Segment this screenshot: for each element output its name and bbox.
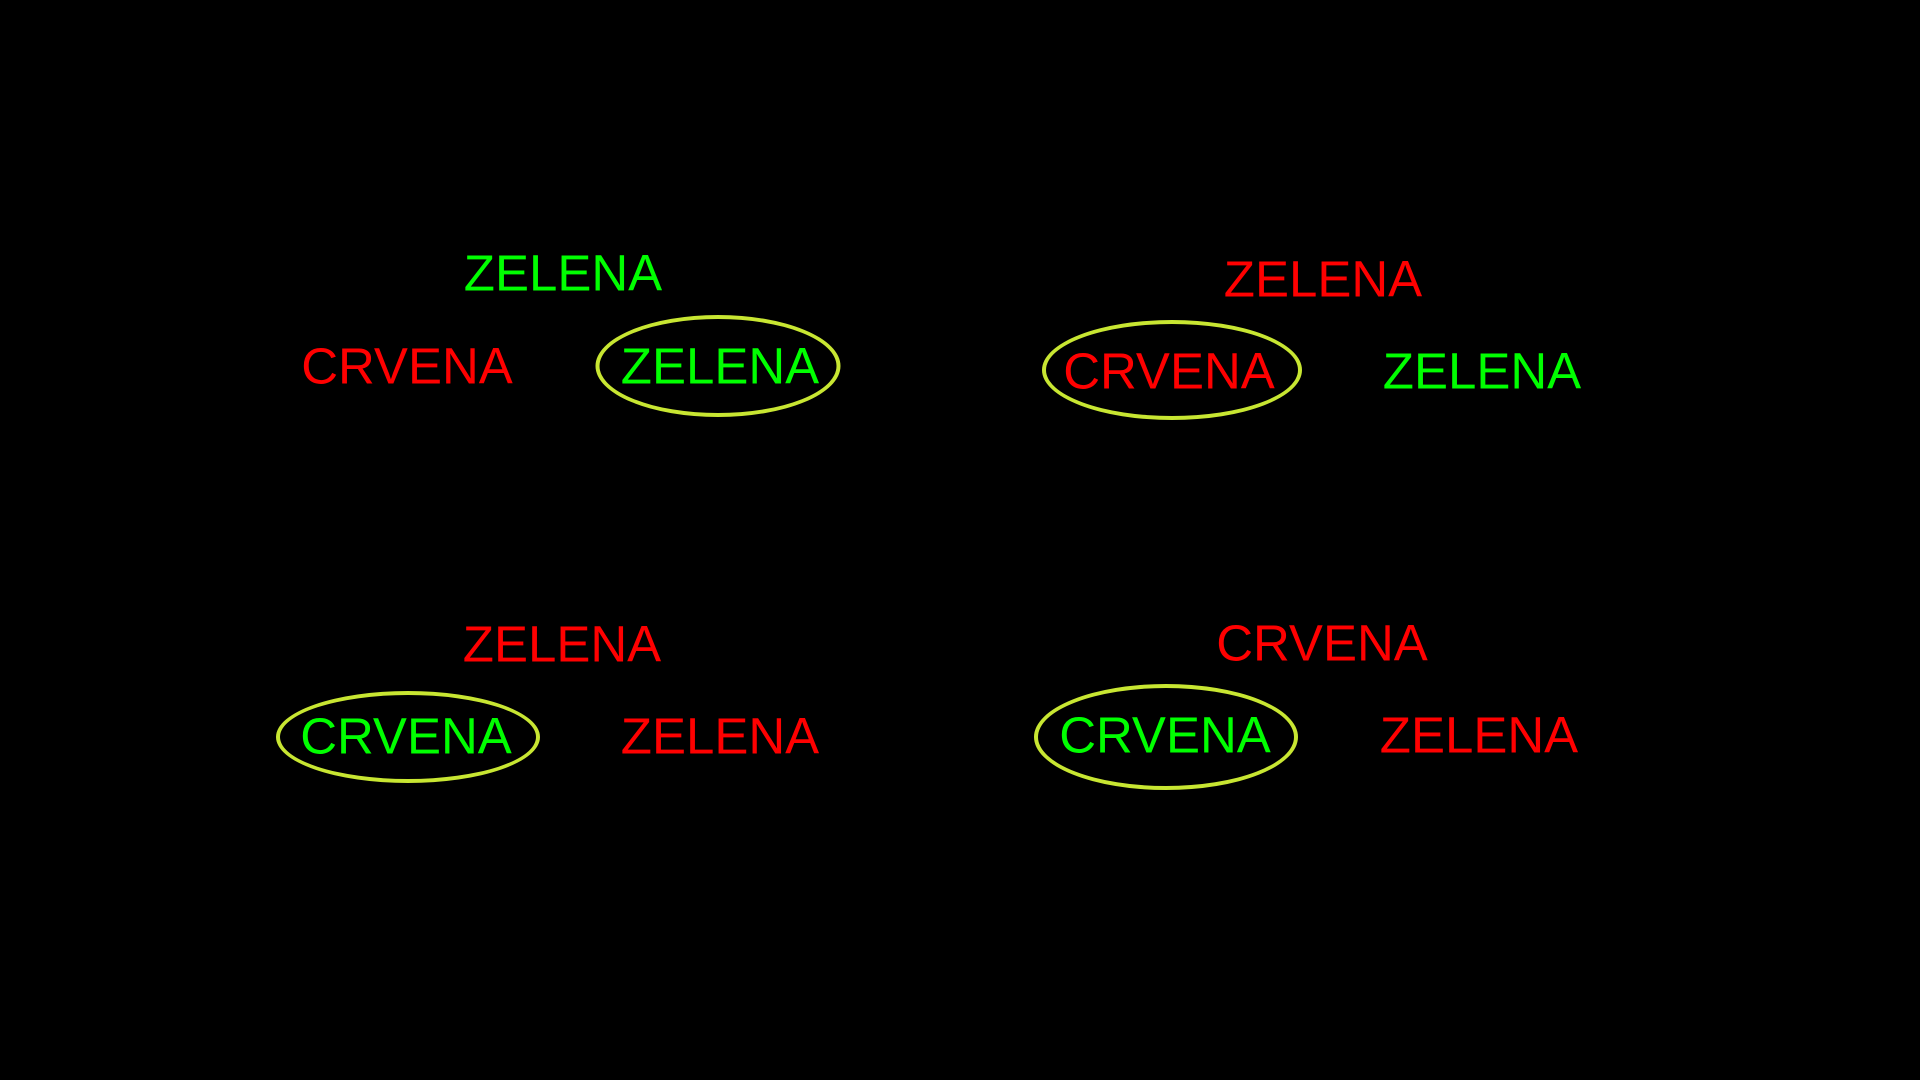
panel-2-right-word: ZELENA (1382, 342, 1582, 400)
panel-1-top-word: ZELENA (463, 244, 663, 302)
panel-2-top-word: ZELENA (1223, 250, 1423, 308)
panel-3-right-word: ZELENA (620, 707, 820, 765)
panel-4-top-word: CRVENA (1216, 614, 1428, 672)
panel-4-selection-ring (1034, 684, 1298, 790)
panel-1-selection-ring (595, 315, 841, 417)
panel-3-top-word: ZELENA (462, 615, 662, 673)
panel-1-left-word: CRVENA (301, 337, 513, 395)
panel-3-selection-ring (276, 691, 540, 783)
panel-2-selection-ring (1042, 320, 1302, 420)
panel-4-right-word: ZELENA (1379, 706, 1579, 764)
